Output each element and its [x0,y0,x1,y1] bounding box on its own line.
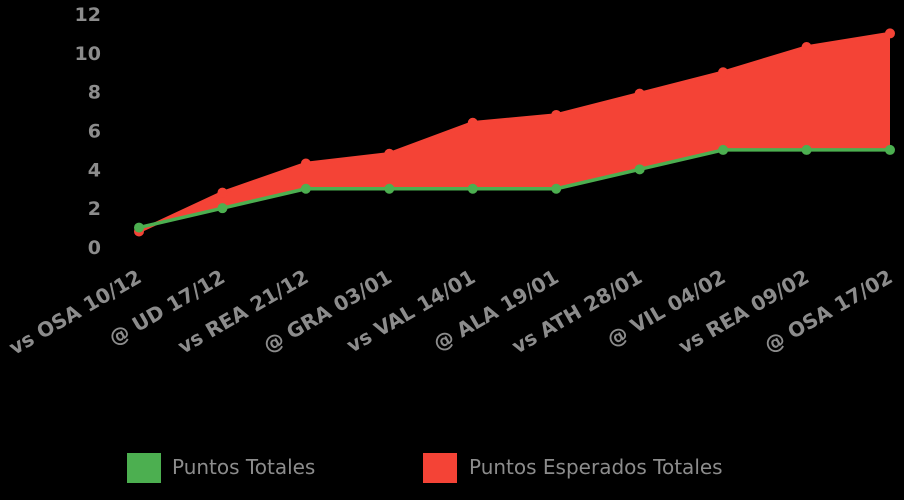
series-points [134,28,895,237]
point-puntos-esperados-totales [217,187,228,198]
line-puntos-esperados-totales [138,31,891,234]
series-lines [138,31,891,234]
point-puntos-totales [801,144,812,155]
point-puntos-esperados-totales [634,88,645,99]
legend-label-puntos-totales: Puntos Totales [172,455,315,479]
point-puntos-esperados-totales [300,158,311,169]
line-puntos-totales [138,148,890,230]
point-puntos-totales [384,183,395,194]
point-puntos-totales [467,183,478,194]
legend-swatch-puntos-totales [127,453,161,483]
point-puntos-esperados-totales [801,42,812,53]
area-puntos-esperados-totales [139,33,890,232]
y-axis: 0 2 4 6 8 10 12 [75,4,101,259]
point-puntos-totales [634,164,645,175]
point-puntos-totales [217,203,228,214]
legend-swatch-puntos-esperados-totales [423,453,457,483]
point-puntos-totales [885,144,895,155]
legend: Puntos Totales Puntos Esperados Totales [127,453,723,483]
point-puntos-totales [300,183,311,194]
expected-area [139,33,890,232]
point-puntos-esperados-totales [384,148,395,159]
y-tick-label: 8 [88,82,101,104]
point-puntos-esperados-totales [467,117,478,128]
y-tick-label: 10 [75,43,101,65]
point-puntos-totales [551,183,562,194]
y-tick-label: 2 [88,198,101,220]
point-puntos-totales [718,144,729,155]
point-puntos-totales [134,222,144,233]
y-tick-label: 6 [88,121,101,143]
y-tick-label: 12 [75,4,101,26]
y-tick-label: 4 [88,159,101,181]
point-puntos-esperados-totales [551,109,562,120]
point-puntos-esperados-totales [718,67,729,78]
y-tick-label: 0 [88,237,101,259]
point-puntos-esperados-totales [885,28,895,39]
legend-label-puntos-esperados-totales: Puntos Esperados Totales [469,455,723,479]
